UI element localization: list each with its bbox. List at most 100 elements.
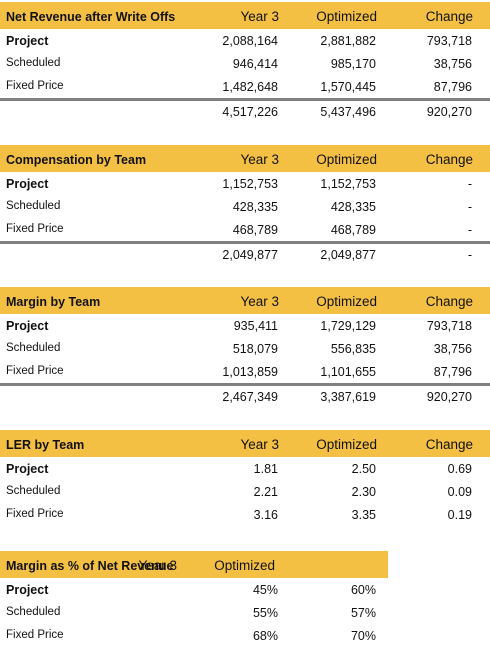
table-title: Net Revenue after Write Offs	[6, 10, 176, 24]
table-title: LER by Team	[6, 438, 85, 452]
cell-optimized: 1,152,753	[320, 177, 376, 191]
cell-year3: 946,414	[232, 57, 278, 71]
row-label: Fixed Price	[6, 223, 64, 235]
total-change: 920,270	[426, 390, 472, 404]
column-header-year3: Year 3	[240, 152, 279, 167]
cell-year3: 518,079	[232, 342, 278, 356]
table-row: Scheduled 518,079 556,835 38,756	[0, 337, 490, 360]
table-row: Scheduled 2.21 2.30 0.09	[0, 480, 490, 503]
table-row: Project 1,152,753 1,152,753 -	[0, 172, 490, 195]
table-row: Scheduled 946,414 985,170 38,756	[0, 52, 490, 75]
table-row: Fixed Price 1,013,859 1,101,655 87,796	[0, 360, 490, 383]
cell-optimized: 2.50	[351, 462, 376, 476]
cell-year3: 1.81	[253, 462, 278, 476]
cell-optimized: 60%	[350, 583, 376, 597]
cell-year3: 1,152,753	[222, 177, 278, 191]
table-row: Fixed Price 468,789 468,789 -	[0, 218, 490, 241]
compensation-table: Compensation by Team Year 3 Optimized Ch…	[0, 145, 490, 266]
table-row: Fixed Price 1,482,648 1,570,445 87,796	[0, 75, 490, 98]
total-year3: 4,517,226	[222, 105, 278, 119]
cell-year3: 428,335	[232, 200, 278, 214]
row-label: Scheduled	[6, 200, 61, 212]
row-label: Fixed Price	[6, 629, 64, 641]
cell-optimized: 57%	[350, 606, 376, 620]
cell-optimized: 428,335	[330, 200, 376, 214]
table-row: Project 2,088,164 2,881,882 793,718	[0, 29, 490, 52]
row-label: Project	[6, 462, 49, 476]
row-label: Fixed Price	[6, 80, 64, 92]
cell-optimized: 468,789	[330, 223, 376, 237]
column-header-change: Change	[425, 437, 473, 452]
table-row: Project 935,411 1,729,129 793,718	[0, 314, 490, 337]
cell-optimized: 2,881,882	[320, 34, 376, 48]
cell-change: -	[467, 223, 472, 237]
total-change: -	[467, 248, 472, 262]
column-header-change: Change	[425, 9, 473, 24]
cell-optimized: 1,101,655	[320, 365, 376, 379]
cell-change: 793,718	[426, 319, 472, 333]
column-header-optimized: Optimized	[316, 294, 377, 309]
column-header-year3: Year 3	[138, 558, 177, 573]
column-header-optimized: Optimized	[316, 152, 377, 167]
table-row: Fixed Price 68% 70%	[0, 624, 490, 647]
row-label: Project	[6, 34, 49, 48]
cell-year3: 2,088,164	[222, 34, 278, 48]
row-label: Scheduled	[6, 485, 61, 497]
column-header-change: Change	[425, 294, 473, 309]
row-label: Scheduled	[6, 57, 61, 69]
table-title: Margin by Team	[6, 295, 101, 309]
cell-year3: 68%	[252, 629, 278, 643]
row-label: Project	[6, 319, 49, 333]
total-change: 920,270	[426, 105, 472, 119]
row-label: Scheduled	[6, 342, 61, 354]
table-header: Margin by Team Year 3 Optimized Change	[0, 287, 490, 314]
cell-year3: 55%	[252, 606, 278, 620]
cell-change: 0.69	[447, 462, 472, 476]
cell-change: 0.09	[447, 485, 472, 499]
cell-year3: 1,013,859	[222, 365, 278, 379]
column-header-year3: Year 3	[240, 437, 279, 452]
table-row: Scheduled 55% 57%	[0, 601, 490, 624]
margin-table: Margin by Team Year 3 Optimized Change P…	[0, 287, 490, 408]
row-label: Fixed Price	[6, 365, 64, 377]
total-row: 4,517,226 5,437,496 920,270	[0, 98, 490, 123]
row-label: Scheduled	[6, 606, 61, 618]
total-optimized: 3,387,619	[320, 390, 376, 404]
ler-table: LER by Team Year 3 Optimized Change Proj…	[0, 430, 490, 526]
row-label: Project	[6, 177, 49, 191]
cell-optimized: 556,835	[330, 342, 376, 356]
total-optimized: 2,049,877	[320, 248, 376, 262]
total-row: 2,049,877 2,049,877 -	[0, 241, 490, 266]
row-label: Fixed Price	[6, 508, 64, 520]
cell-change: 38,756	[433, 342, 472, 356]
margin-percent-table: Margin as % of Net Revenue Year 3 Optimi…	[0, 551, 490, 647]
table-row: Fixed Price 3.16 3.35 0.19	[0, 503, 490, 526]
table-title: Compensation by Team	[6, 153, 147, 167]
cell-optimized: 985,170	[330, 57, 376, 71]
cell-change: 87,796	[433, 80, 472, 94]
total-row: 2,467,349 3,387,619 920,270	[0, 383, 490, 408]
cell-change: -	[467, 177, 472, 191]
cell-year3: 45%	[252, 583, 278, 597]
cell-year3: 3.16	[253, 508, 278, 522]
cell-change: 793,718	[426, 34, 472, 48]
column-header-optimized: Optimized	[316, 437, 377, 452]
table-header: Margin as % of Net Revenue Year 3 Optimi…	[0, 551, 388, 578]
cell-optimized: 70%	[350, 629, 376, 643]
column-header-change: Change	[425, 152, 473, 167]
table-title: Margin as % of Net Revenue	[6, 559, 174, 573]
column-header-year3: Year 3	[240, 9, 279, 24]
column-header-year3: Year 3	[240, 294, 279, 309]
cell-year3: 1,482,648	[222, 80, 278, 94]
cell-optimized: 2.30	[351, 485, 376, 499]
total-year3: 2,049,877	[222, 248, 278, 262]
table-header: LER by Team Year 3 Optimized Change	[0, 430, 490, 457]
row-label: Project	[6, 583, 49, 597]
table-row: Project 45% 60%	[0, 578, 490, 601]
table-row: Scheduled 428,335 428,335 -	[0, 195, 490, 218]
cell-optimized: 1,729,129	[320, 319, 376, 333]
table-header: Net Revenue after Write Offs Year 3 Opti…	[0, 2, 490, 29]
table-row: Project 1.81 2.50 0.69	[0, 457, 490, 480]
total-optimized: 5,437,496	[320, 105, 376, 119]
column-header-optimized: Optimized	[214, 558, 275, 573]
